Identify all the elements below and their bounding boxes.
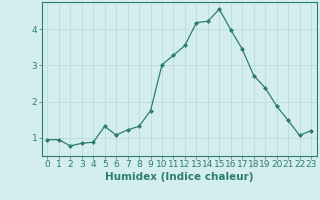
X-axis label: Humidex (Indice chaleur): Humidex (Indice chaleur) (105, 172, 253, 182)
